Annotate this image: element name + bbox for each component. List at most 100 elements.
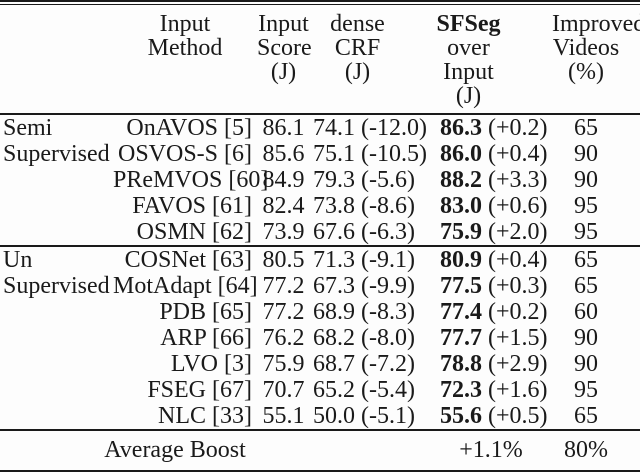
improved-videos-cell: 60 — [574, 299, 598, 325]
improved-videos-cell: 65 — [552, 245, 640, 273]
input-score-cell: 77.2 — [262, 299, 305, 325]
method-name: OnAVOS — [126, 115, 219, 141]
sfseg-cell: 86.0 (+0.4) — [430, 141, 552, 167]
method-cell: FSEG [67] — [113, 377, 257, 403]
dense-crf-cell: 50.0 (-5.1) — [310, 403, 430, 430]
method-name: PDB — [159, 299, 207, 325]
crf-delta: (-8.6) — [361, 193, 415, 219]
top-rule-thin — [0, 4, 640, 5]
improved-videos-cell: 65 — [574, 115, 598, 141]
dense-crf-cell: 68.9 (-8.3) — [310, 299, 430, 325]
table-row: Semi Supervised OnAVOS [5] 86.1 74.1 (-1… — [0, 114, 640, 167]
method-name: FSEG — [147, 377, 207, 403]
sfseg-cell: 88.2 (+3.3) — [430, 167, 552, 193]
sfseg-value: 78.8 — [440, 351, 482, 377]
citation-ref: [64] — [217, 273, 258, 299]
method-cell: OSMN [62] — [113, 219, 257, 246]
sfseg-cell: 77.5 (+0.3) — [430, 273, 552, 299]
dense-crf-cell: 68.7 (-7.2) — [310, 351, 430, 377]
dense-crf-cell: 79.3 (-5.6) — [310, 167, 430, 193]
table-row: NLC [33] 55.1 50.0 (-5.1) 55.6 (+0.5) 65 — [0, 403, 640, 430]
sfseg-cell: 80.9 (+0.4) — [430, 245, 552, 273]
method-cell: ARP [66] — [113, 325, 257, 351]
crf-value: 71.3 — [313, 247, 355, 273]
input-score-cell: 80.5 — [257, 245, 310, 273]
method-name: MotAdapt — [113, 273, 212, 299]
table-header: Input Method Input Score (J) dense CRF (… — [0, 5, 640, 114]
table-row: FAVOS [61] 82.4 73.8 (-8.6) 83.0 (+0.6) … — [0, 193, 640, 219]
crf-value: 68.2 — [313, 325, 355, 351]
citation-ref: [62] — [212, 219, 252, 245]
method-name: ARP — [160, 325, 207, 351]
sfseg-value: 88.2 — [440, 167, 482, 193]
sfseg-cell: 77.7 (+1.5) — [430, 325, 552, 351]
table-body: Semi Supervised OnAVOS [5] 86.1 74.1 (-1… — [0, 114, 640, 468]
crf-delta: (-5.4) — [361, 377, 415, 403]
crf-value: 68.9 — [313, 299, 355, 325]
citation-ref: [6] — [224, 141, 252, 167]
table-row: FSEG [67] 70.7 65.2 (-5.4) 72.3 (+1.6) 9… — [0, 377, 640, 403]
citation-ref: [33] — [212, 403, 252, 429]
crf-value: 65.2 — [313, 377, 355, 403]
sfseg-delta: (+0.2) — [488, 115, 548, 141]
crf-delta: (-5.6) — [361, 167, 415, 193]
section-label-unsupervised: Un Supervised — [0, 245, 113, 430]
method-name: NLC — [158, 403, 207, 429]
sfseg-cell: 83.0 (+0.6) — [430, 193, 552, 219]
col-header-input-score: Input Score (J) — [257, 11, 312, 85]
input-score-cell: 73.9 — [262, 219, 305, 245]
sfseg-value: 77.4 — [440, 299, 482, 325]
citation-ref: [60] — [228, 167, 269, 193]
method-name: LVO — [170, 351, 219, 377]
table-row: LVO [3] 75.9 68.7 (-7.2) 78.8 (+2.9) 90 — [0, 351, 640, 377]
crf-delta: (-9.1) — [361, 247, 415, 273]
dense-crf-cell: 75.1 (-10.5) — [310, 141, 430, 167]
crf-delta: (-10.5) — [361, 141, 427, 167]
sfseg-value: 72.3 — [440, 377, 482, 403]
method-cell: OnAVOS [5] — [113, 114, 257, 141]
sfseg-value: 86.3 — [440, 115, 482, 141]
improved-videos-cell: 65 — [574, 273, 598, 299]
input-score-cell: 77.2 — [262, 273, 305, 299]
input-score-cell: 70.7 — [262, 377, 305, 403]
sfseg-value: 83.0 — [440, 193, 482, 219]
input-score-cell: 76.2 — [262, 325, 305, 351]
improved-videos-cell: 90 — [574, 167, 598, 193]
col-header-improved-videos: Improved Videos (%) — [552, 11, 640, 85]
method-cell: COSNet [63] — [113, 245, 257, 273]
dense-crf-cell: 73.8 (-8.6) — [310, 193, 430, 219]
method-name: OSVOS-S — [117, 141, 219, 167]
dense-crf-cell: 67.6 (-6.3) — [310, 219, 430, 246]
sfseg-delta: (+3.3) — [488, 167, 548, 193]
average-boost-row: Average Boost +1.1% 80% — [0, 429, 640, 468]
sfseg-delta: (+0.4) — [488, 141, 548, 167]
improved-videos-cell: 95 — [574, 377, 598, 403]
sfseg-cell: 72.3 (+1.6) — [430, 377, 552, 403]
sfseg-cell: 86.3 (+0.2) — [430, 114, 552, 141]
improved-videos-cell: 95 — [574, 193, 598, 219]
crf-delta: (-12.0) — [361, 115, 427, 141]
table-row: ARP [66] 76.2 68.2 (-8.0) 77.7 (+1.5) 90 — [0, 325, 640, 351]
sfseg-delta: (+0.2) — [488, 299, 548, 325]
crf-value: 74.1 — [313, 115, 355, 141]
sfseg-cell: 78.8 (+2.9) — [430, 351, 552, 377]
crf-value: 67.6 — [313, 219, 355, 245]
average-boost-label: Average Boost — [0, 429, 310, 468]
crf-delta: (-9.9) — [361, 273, 415, 299]
improved-videos-cell: 95 — [574, 219, 598, 245]
col-header-dense-crf: dense CRF (J) — [330, 11, 385, 85]
method-cell: PReMVOS [60] — [113, 167, 268, 193]
input-score-cell: 55.1 — [262, 403, 305, 429]
method-cell: MotAdapt [64] — [113, 273, 258, 299]
sfseg-value: 75.9 — [440, 219, 482, 245]
top-rule-thick — [0, 0, 640, 2]
crf-delta: (-8.3) — [361, 299, 415, 325]
crf-value: 79.3 — [313, 167, 355, 193]
dense-crf-cell: 67.3 (-9.9) — [310, 273, 430, 299]
sfseg-delta: (+2.9) — [488, 351, 548, 377]
table-row: PDB [65] 77.2 68.9 (-8.3) 77.4 (+0.2) 60 — [0, 299, 640, 325]
table-row: OSVOS-S [6] 85.6 75.1 (-10.5) 86.0 (+0.4… — [0, 141, 640, 167]
sfseg-value: 77.7 — [440, 325, 482, 351]
crf-value: 75.1 — [313, 141, 355, 167]
